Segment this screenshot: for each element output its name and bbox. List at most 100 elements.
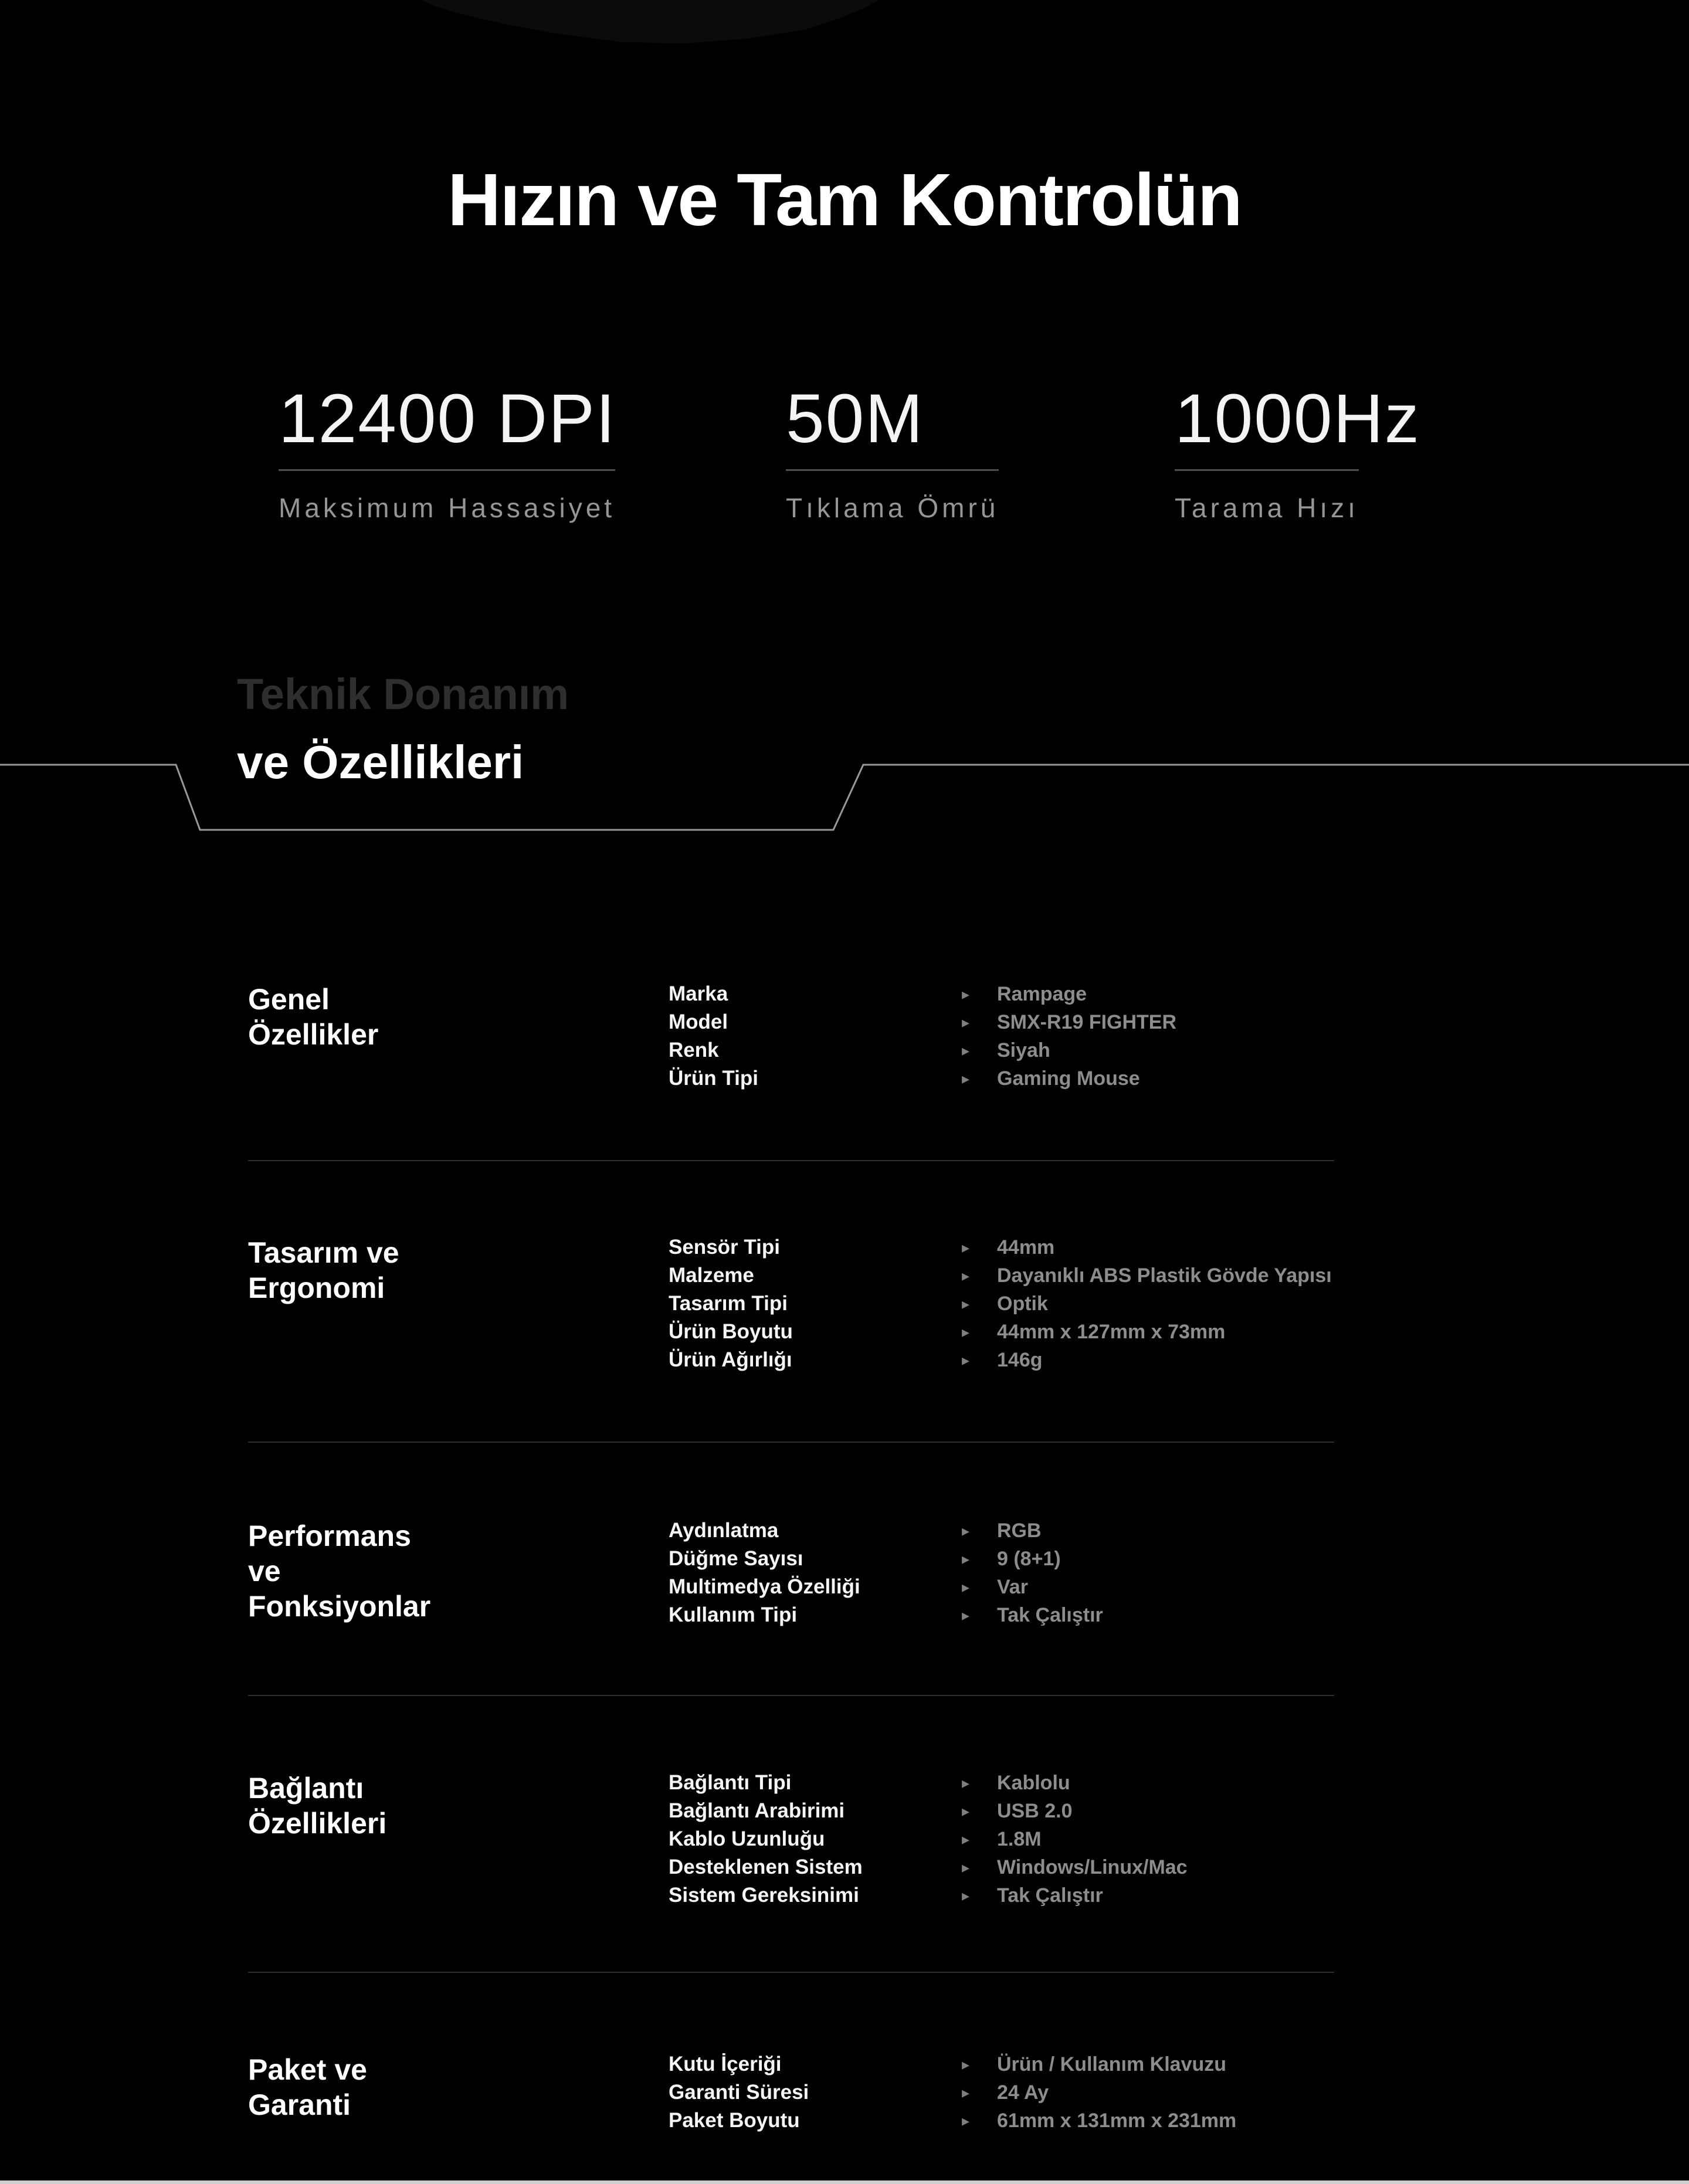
spec-row: Ürün Boyutu ▸ 44mm x 127mm x 73mm (669, 1318, 1332, 1346)
section-heading-line: Bağlantı (248, 1772, 364, 1805)
spec-value: Var (997, 1575, 1028, 1598)
spec-value: 61mm x 131mm x 231mm (997, 2109, 1237, 2132)
stat-divider: Tıklama Ömrü (786, 469, 999, 524)
spec-label: Marka (669, 982, 728, 1005)
spec-row: Aydınlatma ▸ RGB (669, 1517, 1103, 1545)
section-heading-line: Garanti (248, 2088, 351, 2121)
stat-value: 12400 DPI (279, 380, 616, 457)
stat-divider: Maksimum Hassasiyet (279, 469, 616, 524)
spec-value: RGB (997, 1519, 1042, 1542)
spec-value: Rampage (997, 982, 1087, 1005)
section-heading: Paket ve Garanti (248, 2052, 367, 2122)
chevron-right-icon: ▸ (962, 1267, 970, 1284)
spec-row: Ürün Tipi ▸ Gaming Mouse (669, 1064, 1176, 1093)
spec-value: Optik (997, 1292, 1048, 1315)
spec-value: USB 2.0 (997, 1799, 1073, 1822)
chevron-right-icon: ▸ (962, 2056, 970, 2073)
spec-rows: Bağlantı Tipi ▸ Kablolu Bağlantı Arabiri… (669, 1769, 1188, 1910)
spec-label: Multimedya Özelliği (669, 1575, 860, 1598)
spec-label: Kablo Uzunluğu (669, 1827, 825, 1850)
spec-label: Düğme Sayısı (669, 1547, 803, 1570)
section-divider (248, 1442, 1334, 1443)
chevron-right-icon: ▸ (962, 1550, 970, 1568)
spec-row: Model ▸ SMX-R19 FIGHTER (669, 1008, 1176, 1036)
chevron-right-icon: ▸ (962, 1351, 970, 1369)
section-heading-line: Fonksiyonlar (248, 1590, 431, 1623)
spec-label: Model (669, 1010, 728, 1033)
section-heading: Genel Özellikler (248, 982, 378, 1052)
spec-rows: Kutu İçeriği ▸ Ürün / Kullanım Klavuzu G… (669, 2050, 1236, 2135)
stat-value: 50M (786, 380, 924, 457)
section-heading-line: Tasarım ve (248, 1236, 399, 1269)
section-heading: Performans ve Fonksiyonlar (248, 1518, 430, 1624)
section-heading: Tasarım ve Ergonomi (248, 1235, 399, 1305)
chevron-right-icon: ▸ (962, 1323, 970, 1341)
spec-label: Paket Boyutu (669, 2109, 800, 2132)
chevron-right-icon: ▸ (962, 1239, 970, 1256)
spec-label: Kullanım Tipi (669, 1603, 798, 1626)
spec-value: SMX-R19 FIGHTER (997, 1010, 1177, 1033)
spec-label: Renk (669, 1039, 719, 1062)
chevron-right-icon: ▸ (962, 985, 970, 1003)
spec-row: Düğme Sayısı ▸ 9 (8+1) (669, 1545, 1103, 1573)
angled-divider-line (0, 764, 1689, 831)
spec-rows: Aydınlatma ▸ RGB Düğme Sayısı ▸ 9 (8+1) … (669, 1517, 1103, 1629)
spec-label: Ürün Ağırlığı (669, 1348, 792, 1371)
spec-value: Gaming Mouse (997, 1067, 1140, 1090)
spec-value: Ürün / Kullanım Klavuzu (997, 2053, 1227, 2076)
spec-row: Desteklenen Sistem ▸ Windows/Linux/Mac (669, 1853, 1188, 1881)
spec-row: Bağlantı Tipi ▸ Kablolu (669, 1769, 1188, 1797)
spec-value: Tak Çalıştır (997, 1603, 1103, 1626)
spec-value: 44mm (997, 1236, 1055, 1259)
spec-row: Garanti Süresi ▸ 24 Ay (669, 2078, 1236, 2107)
chevron-right-icon: ▸ (962, 1042, 970, 1059)
product-photo-silhouette (421, 0, 879, 43)
spec-row: Bağlantı Arabirimi ▸ USB 2.0 (669, 1797, 1188, 1825)
spec-value: Tak Çalıştır (997, 1884, 1103, 1907)
spec-row: Sensör Tipi ▸ 44mm (669, 1233, 1332, 1261)
section-heading-line: Paket ve (248, 2053, 367, 2086)
section-heading-line: ve (248, 1555, 281, 1588)
tech-header-muted-line: Teknik Donanım (237, 670, 569, 718)
spec-value: Windows/Linux/Mac (997, 1856, 1188, 1878)
spec-rows: Sensör Tipi ▸ 44mm Malzeme ▸ Dayanıklı A… (669, 1233, 1332, 1374)
spec-row: Marka ▸ Rampage (669, 980, 1176, 1008)
stat-label: Tarama Hızı (1175, 493, 1359, 523)
chevron-right-icon: ▸ (962, 1522, 970, 1539)
chevron-right-icon: ▸ (962, 1859, 970, 1876)
spec-row: Ürün Ağırlığı ▸ 146g (669, 1346, 1332, 1374)
section-divider (248, 1160, 1334, 1161)
spec-rows: Marka ▸ Rampage Model ▸ SMX-R19 FIGHTER … (669, 980, 1176, 1093)
chevron-right-icon: ▸ (962, 1887, 970, 1904)
spec-label: Ürün Boyutu (669, 1320, 793, 1343)
spec-row: Kullanım Tipi ▸ Tak Çalıştır (669, 1601, 1103, 1629)
chevron-right-icon: ▸ (962, 1578, 970, 1596)
bottom-edge-strip (0, 2180, 1689, 2184)
spec-row: Sistem Gereksinimi ▸ Tak Çalıştır (669, 1881, 1188, 1910)
spec-label: Sensör Tipi (669, 1236, 780, 1259)
section-heading-line: Özellikleri (248, 1807, 387, 1840)
section-heading-line: Özellikler (248, 1018, 379, 1051)
spec-label: Desteklenen Sistem (669, 1856, 863, 1878)
section-divider (248, 1972, 1334, 1973)
spec-value: 9 (8+1) (997, 1547, 1061, 1570)
spec-label: Sistem Gereksinimi (669, 1884, 859, 1907)
spec-row: Malzeme ▸ Dayanıklı ABS Plastik Gövde Ya… (669, 1261, 1332, 1290)
chevron-right-icon: ▸ (962, 1774, 970, 1792)
spec-value: Siyah (997, 1039, 1050, 1062)
spec-label: Tasarım Tipi (669, 1292, 788, 1315)
chevron-right-icon: ▸ (962, 1606, 970, 1624)
spec-label: Aydınlatma (669, 1519, 779, 1542)
stat-dpi: 12400 DPI Maksimum Hassasiyet (279, 384, 616, 524)
spec-row: Kablo Uzunluğu ▸ 1.8M (669, 1825, 1188, 1853)
chevron-right-icon: ▸ (962, 1830, 970, 1848)
spec-row: Paket Boyutu ▸ 61mm x 131mm x 231mm (669, 2107, 1236, 2135)
stat-value: 1000Hz (1175, 380, 1420, 457)
spec-label: Ürün Tipi (669, 1067, 758, 1090)
spec-row: Renk ▸ Siyah (669, 1036, 1176, 1064)
spec-label: Bağlantı Tipi (669, 1771, 792, 1794)
spec-label: Garanti Süresi (669, 2081, 809, 2104)
tech-header-bright-line: ve Özellikleri (237, 736, 524, 788)
page-title: Hızın ve Tam Kontrolün (447, 158, 1243, 241)
